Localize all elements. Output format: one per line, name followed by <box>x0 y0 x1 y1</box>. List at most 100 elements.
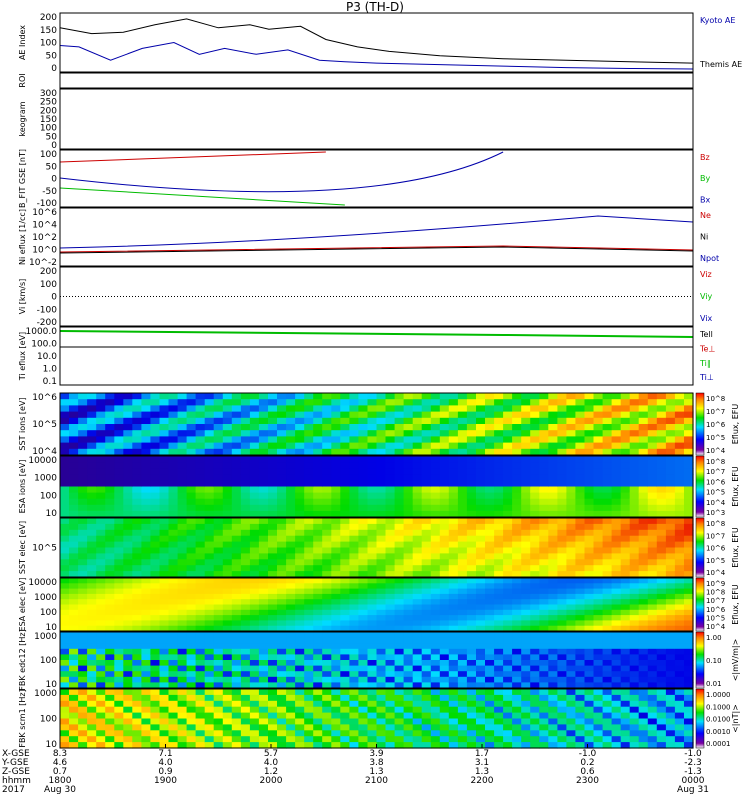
heatmap-cell <box>620 578 631 584</box>
heatmap-cell <box>141 712 151 720</box>
heatmap-cell <box>394 565 405 572</box>
heatmap-cell <box>249 604 260 611</box>
heatmap-cell <box>376 405 387 413</box>
heatmap-cell <box>322 492 332 500</box>
heatmap-cell <box>457 405 468 413</box>
ytick-label: 0.1 <box>43 377 57 387</box>
heatmap-cell <box>87 648 97 655</box>
heatmap-cell <box>123 442 133 450</box>
heatmap-cell <box>313 742 323 749</box>
heatmap-cell <box>584 436 595 444</box>
heatmap-cell <box>204 700 215 708</box>
heatmap-cell <box>358 571 368 578</box>
heatmap-cell <box>87 510 97 518</box>
heatmap-cell <box>96 706 106 714</box>
heatmap-cell <box>195 541 206 549</box>
heatmap-cell <box>385 510 396 518</box>
heatmap-cell <box>231 474 242 481</box>
heatmap-cell <box>322 620 332 627</box>
heatmap-cell <box>448 599 459 606</box>
heatmap-cell <box>96 518 106 525</box>
heatmap-cell <box>439 671 450 678</box>
heatmap-cell <box>674 676 685 683</box>
heatmap-cell <box>60 417 70 425</box>
heatmap-cell <box>584 583 595 590</box>
heatmap-cell <box>665 671 676 678</box>
heatmap-cell <box>647 468 658 475</box>
heatmap-cell <box>466 706 477 714</box>
heatmap-cell <box>277 706 287 714</box>
heatmap-cell <box>503 665 513 672</box>
heatmap-cell <box>268 462 278 469</box>
heatmap-cell <box>69 632 79 639</box>
heatmap-cell <box>394 625 405 632</box>
heatmap-cell <box>340 671 350 678</box>
heatmap-cell <box>593 615 604 621</box>
heatmap-cell <box>566 393 576 400</box>
xaxis-value: 3.9 <box>369 749 384 759</box>
heatmap-cell <box>340 689 350 696</box>
heatmap-cell <box>439 588 450 595</box>
heatmap-cell <box>286 393 296 400</box>
heatmap-cell <box>322 578 332 584</box>
heatmap-cell <box>548 588 558 595</box>
heatmap-cell <box>331 724 341 731</box>
heatmap-cell <box>457 643 468 650</box>
heatmap-cell <box>521 462 531 469</box>
colorbar-tick: 0.0001 <box>706 740 731 748</box>
heatmap-cell <box>430 654 441 661</box>
ytick-label: 0 <box>51 141 57 151</box>
heatmap-cell <box>647 625 658 632</box>
heatmap-cell <box>421 399 432 406</box>
heatmap-cell <box>177 665 188 672</box>
heatmap-cell <box>69 510 79 518</box>
heatmap-cell <box>367 492 378 500</box>
heatmap-cell <box>349 736 359 743</box>
heatmap-cell <box>195 417 206 425</box>
heatmap-cell <box>512 700 522 708</box>
heatmap-cell <box>512 448 522 456</box>
heatmap-cell <box>584 541 595 549</box>
heatmap-cell <box>195 660 206 667</box>
heatmap-cell <box>141 417 151 425</box>
heatmap-cell <box>503 604 513 611</box>
heatmap-cell <box>674 430 685 437</box>
heatmap-cell <box>530 504 540 512</box>
heatmap-cell <box>647 637 658 644</box>
heatmap-cell <box>222 456 233 463</box>
heatmap-cell <box>195 448 206 456</box>
heatmap-cell <box>231 430 242 437</box>
heatmap-cell <box>340 736 350 743</box>
heatmap-cell <box>476 660 486 667</box>
heatmap-cell <box>512 625 522 632</box>
heatmap-cell <box>123 712 133 720</box>
heatmap-cell <box>521 712 531 720</box>
heatmap-cell <box>503 417 513 425</box>
heatmap-cell <box>448 730 459 737</box>
heatmap-cell <box>213 724 224 731</box>
heatmap-cell <box>448 671 459 678</box>
heatmap-cell <box>150 588 160 595</box>
heatmap-cell <box>105 604 115 611</box>
heatmap-cell <box>557 547 567 554</box>
heatmap-cell <box>78 535 88 543</box>
heatmap-cell <box>611 541 622 549</box>
heatmap-cell <box>503 706 513 714</box>
heatmap-cell <box>620 393 631 400</box>
heatmap-cell <box>421 486 432 494</box>
heatmap-cell <box>647 529 658 537</box>
heatmap-cell <box>466 565 477 572</box>
heatmap-cell <box>457 535 468 543</box>
heatmap-cell <box>240 609 251 616</box>
heatmap-cell <box>421 462 432 469</box>
heatmap-cell <box>277 518 287 525</box>
heatmap-cell <box>638 480 649 488</box>
heatmap-cell <box>159 671 170 678</box>
heatmap-cell <box>304 393 314 400</box>
heatmap-cell <box>611 424 622 431</box>
heatmap-cell <box>114 660 124 667</box>
heatmap-cell <box>485 588 495 595</box>
heatmap-cell <box>557 578 567 584</box>
heatmap-cell <box>665 529 676 537</box>
